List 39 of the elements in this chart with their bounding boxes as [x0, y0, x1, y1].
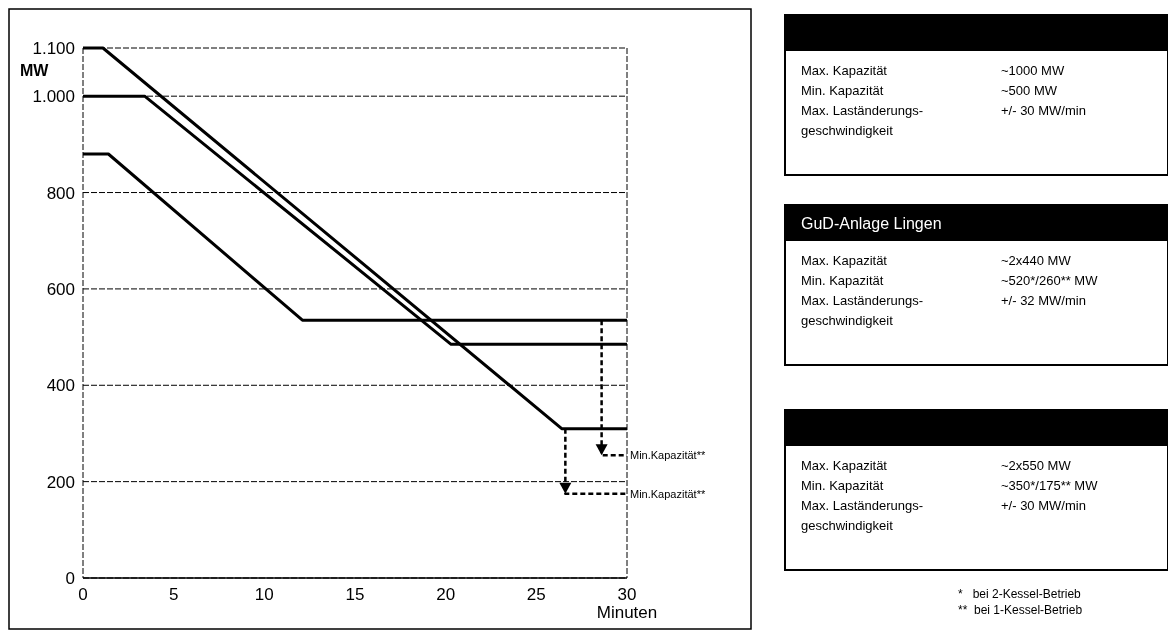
x-tick-label: 30 — [617, 585, 637, 604]
text: ** bei 1-Kessel-Betrieb — [958, 603, 1083, 617]
text: * bei 2-Kessel-Betrieb — [958, 587, 1082, 601]
text: ~520*/260** MW — [1001, 273, 1099, 288]
y-tick-label: 600 — [46, 279, 75, 299]
x-axis-title: Minuten — [596, 603, 658, 622]
text: Max. Laständerungs- geschwindigkeit — [801, 293, 924, 328]
text: Max. Kapazität — [801, 458, 888, 473]
text: ~2x440 MW — [1001, 253, 1072, 268]
text: Min. Kapazität — [801, 273, 884, 288]
text: ~2x550 MW — [1001, 458, 1072, 473]
y-tick-label: 1.100 — [32, 39, 75, 58]
text: Max. Laständerungs- geschwindigkeit — [801, 103, 924, 138]
x-tick-label: 20 — [436, 585, 456, 604]
x-tick-label: 0 — [78, 585, 88, 604]
y-tick-label: 1.000 — [32, 87, 75, 107]
x-tick-label: 15 — [345, 585, 365, 604]
y-axis-title: MW — [20, 62, 50, 80]
text: Max. Kapazität — [801, 253, 888, 268]
text: Min. Kapazität — [801, 83, 884, 98]
y-tick-label: 800 — [46, 183, 75, 203]
y-tick-label: 0 — [65, 569, 75, 588]
text: GuD-Anlage Lingen — [801, 215, 942, 232]
text: ~350*/175** MW — [1001, 478, 1099, 493]
text: ~1000 MW — [1001, 63, 1065, 78]
annotation: Min.Kapazität** — [630, 449, 706, 462]
x-tick-label: 10 — [254, 585, 274, 604]
x-tick-label: 25 — [526, 585, 546, 604]
text: +/- 30 MW/min — [1001, 498, 1086, 513]
y-tick-label: 400 — [46, 376, 75, 396]
text: Max. Laständerungs- geschwindigkeit — [801, 498, 924, 533]
text: ~500 MW — [1001, 83, 1058, 98]
text: Max. Kapazität — [801, 63, 888, 78]
x-tick-label: 5 — [168, 585, 179, 604]
text: Min. Kapazität — [801, 478, 884, 493]
text: +/- 30 MW/min — [1001, 103, 1086, 118]
annotation: Min.Kapazität** — [630, 487, 706, 500]
text: +/- 32 MW/min — [1001, 293, 1086, 308]
y-tick-label: 200 — [46, 472, 75, 492]
